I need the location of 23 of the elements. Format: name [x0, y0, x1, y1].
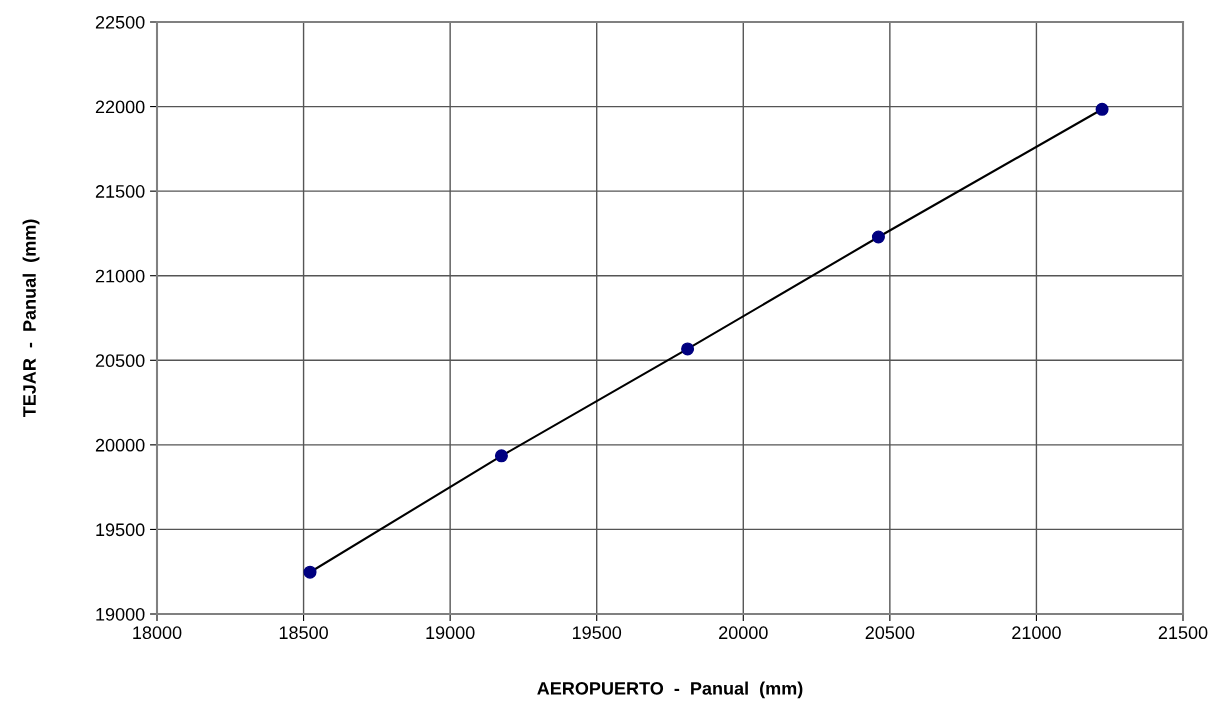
- x-tick-label: 21500: [1158, 626, 1208, 640]
- y-tick-label: 21000: [95, 269, 145, 283]
- y-tick-label: 21500: [95, 185, 145, 198]
- point: [681, 342, 695, 356]
- x-tick-label: 18000: [133, 626, 182, 640]
- x-tick-label: 20500: [865, 626, 915, 640]
- y-tick-label: 20000: [95, 438, 145, 452]
- x-tick-label: 19500: [572, 626, 622, 640]
- point: [303, 565, 317, 579]
- y-tick-label: 20500: [95, 354, 145, 368]
- x-tick-label: 20000: [719, 626, 768, 640]
- x-axis-title: AEROPUERTO - Panual (mm): [537, 681, 803, 699]
- x-tick-label: 18500: [279, 626, 328, 640]
- y-tick-label: 19500: [96, 523, 145, 537]
- y-axis-title: TEJAR - Panual (mm): [22, 219, 40, 418]
- point: [494, 449, 508, 463]
- y-tick-label: 22000: [95, 100, 145, 114]
- x-tick-label: 21000: [1012, 626, 1061, 640]
- y-tick-label: 22500: [95, 15, 145, 29]
- y-tick-label: 19000: [96, 607, 145, 621]
- point: [871, 230, 885, 244]
- point: [1095, 102, 1109, 116]
- x-tick-label: 19000: [426, 626, 475, 640]
